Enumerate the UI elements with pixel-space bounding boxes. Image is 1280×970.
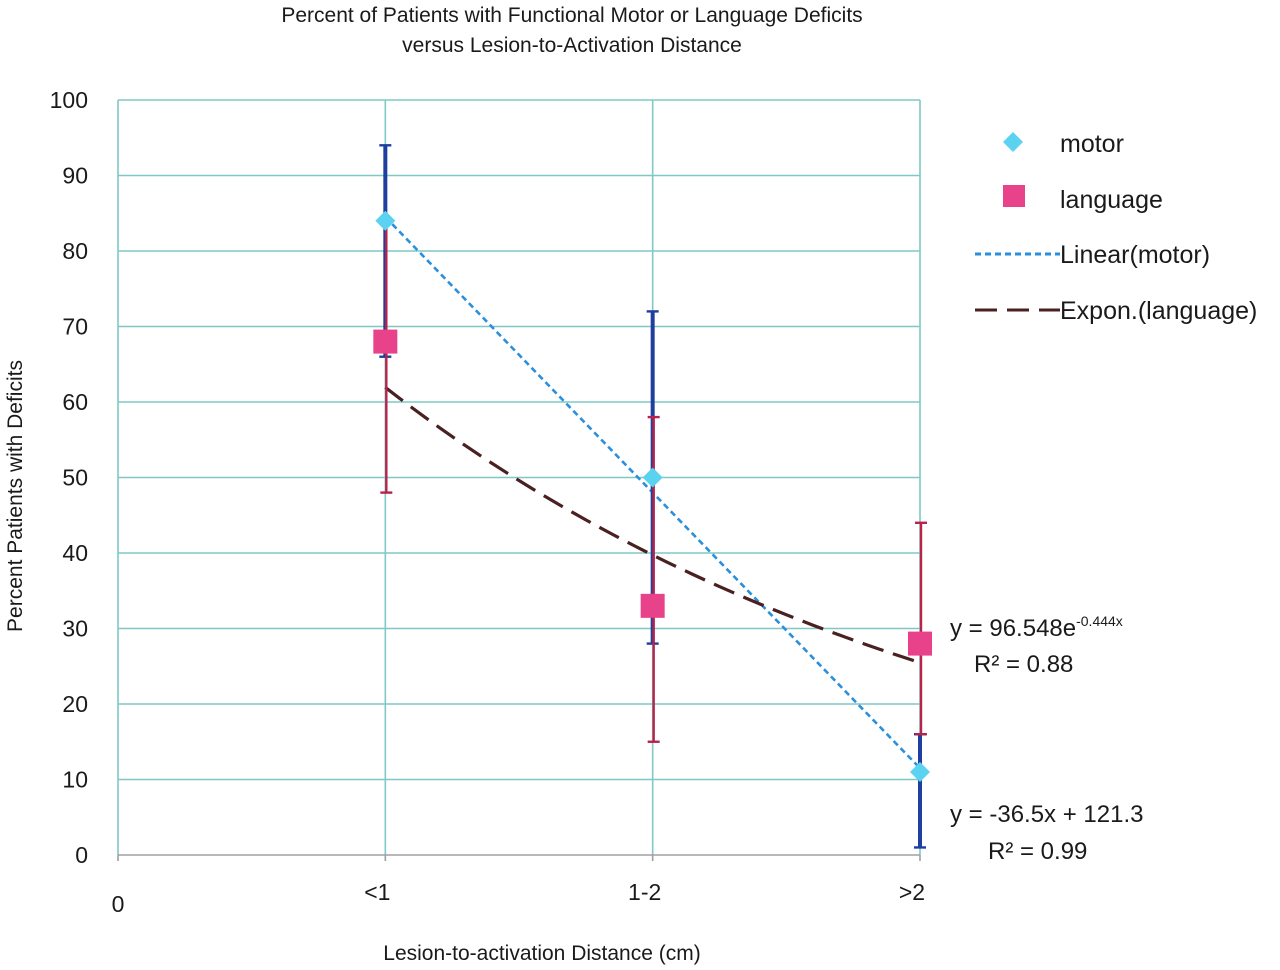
linear-equation-text: y = -36.5x + 121.3 xyxy=(950,801,1143,828)
y-tick-label-60: 60 xyxy=(62,389,88,415)
y-tick-label-100: 100 xyxy=(50,87,88,113)
y-tick-label-70: 70 xyxy=(62,314,88,340)
expon-equation-exponent: -0.444x xyxy=(1076,613,1123,629)
expon-equation: y = 96.548e-0.444x R² = 0.88 xyxy=(950,613,1123,678)
linear-r2: R² = 0.99 xyxy=(988,838,1087,865)
point-language-3 xyxy=(908,631,932,656)
y-tick-label-30: 30 xyxy=(62,616,88,642)
legend-motor-marker xyxy=(1003,132,1023,152)
y-tick-label-10: 10 xyxy=(62,767,88,793)
gridlines xyxy=(118,99,921,855)
data-points xyxy=(373,210,932,782)
linear-equation: y = -36.5x + 121.3 R² = 0.99 xyxy=(950,801,1143,865)
trendline-expon-language xyxy=(384,386,921,665)
legend-motor-label: motor xyxy=(1060,130,1124,158)
point-motor-3 xyxy=(910,761,930,782)
x-tick-label-0: 0 xyxy=(112,891,125,917)
x-tick-label-1: <1 xyxy=(364,879,390,905)
tick-labels: 0 10 20 30 40 50 60 70 80 90 100 0 <1 1-2 >2 xyxy=(50,87,925,917)
expon-equation-base: y = 96.548e xyxy=(950,615,1076,642)
legend-linear-label: Linear(motor) xyxy=(1060,241,1210,269)
y-tick-label-80: 80 xyxy=(62,238,88,264)
point-language-2 xyxy=(640,593,665,618)
x-tick-label-3: >2 xyxy=(899,879,925,905)
y-axis-label: Percent Patients with Deficits xyxy=(4,360,27,632)
legend-language-label: language xyxy=(1060,186,1163,214)
axes xyxy=(117,100,921,861)
chart-title-line1: Percent of Patients with Functional Moto… xyxy=(281,4,862,27)
expon-r2: R² = 0.88 xyxy=(974,651,1073,678)
legend: motor language Linear(motor) Expon.(lang… xyxy=(975,130,1257,325)
y-tick-label-90: 90 xyxy=(62,163,88,189)
x-tick-label-2: 1-2 xyxy=(628,879,661,905)
chart-title-line2: versus Lesion-to-Activation Distance xyxy=(402,34,742,57)
point-motor-1 xyxy=(375,210,396,231)
y-tick-label-0: 0 xyxy=(75,842,88,868)
legend-expon-label: Expon.(language) xyxy=(1060,297,1257,325)
y-tick-label-20: 20 xyxy=(62,691,88,717)
point-language-1 xyxy=(373,329,398,354)
point-motor-2 xyxy=(642,467,663,488)
legend-language-marker xyxy=(1003,185,1025,207)
x-axis-label: Lesion-to-activation Distance (cm) xyxy=(383,942,700,965)
svg-text:y = 96.548e-0.444x: y = 96.548e-0.444x xyxy=(950,613,1123,642)
y-tick-label-50: 50 xyxy=(62,465,88,491)
y-tick-label-40: 40 xyxy=(62,540,88,566)
